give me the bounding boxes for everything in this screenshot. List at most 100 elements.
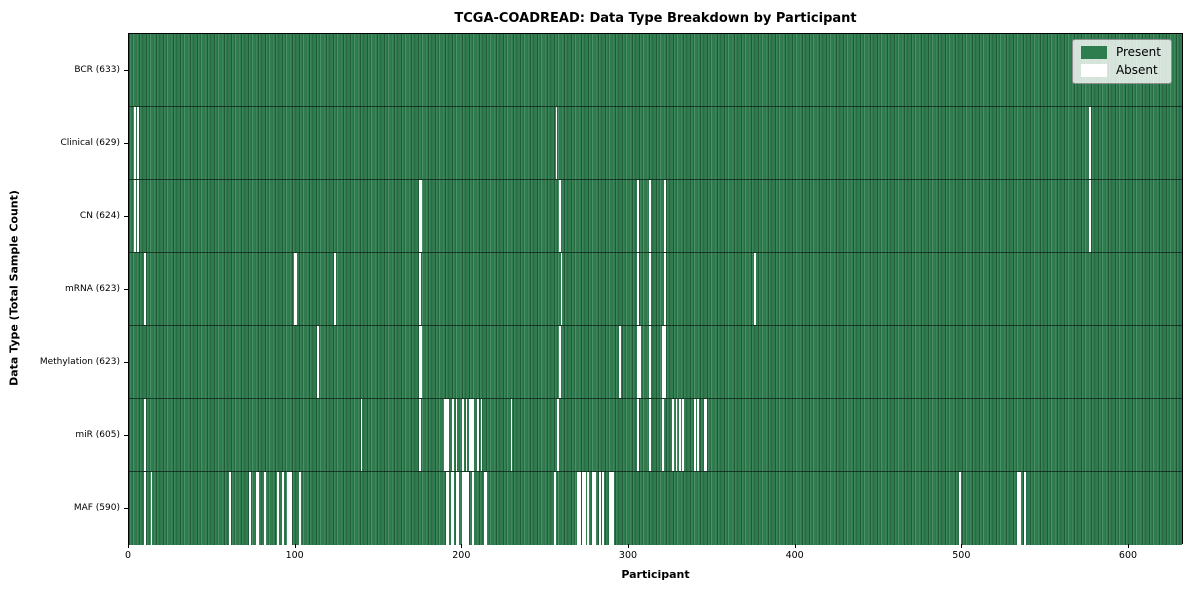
absent-mark	[480, 399, 483, 471]
absent-mark	[419, 326, 421, 398]
absent-mark	[419, 253, 421, 325]
absent-mark	[697, 399, 700, 471]
absent-mark	[447, 399, 450, 471]
absent-mark	[447, 472, 450, 545]
absent-mark	[472, 472, 475, 545]
absent-mark	[472, 399, 475, 471]
absent-mark	[317, 326, 320, 398]
x-tick-mark	[1128, 544, 1129, 548]
absent-mark	[1089, 180, 1091, 252]
absent-mark	[445, 399, 448, 471]
absent-mark	[467, 472, 470, 545]
absent-mark	[444, 399, 446, 471]
absent-mark	[587, 472, 590, 545]
absent-mark	[455, 399, 458, 471]
absent-mark	[582, 472, 585, 545]
absent-mark	[477, 399, 480, 471]
absent-mark	[612, 472, 615, 545]
absent-mark	[649, 399, 651, 471]
absent-mark	[334, 253, 336, 325]
absent-mark	[555, 107, 558, 179]
y-tick-mark	[124, 507, 128, 509]
absent-mark	[705, 399, 708, 471]
absent-mark	[694, 399, 696, 471]
absent-mark	[419, 180, 421, 252]
y-tick-mark	[124, 142, 128, 144]
y-tick-label-maf: MAF (590)	[73, 502, 120, 513]
x-tick-mark	[128, 544, 129, 548]
legend-entry-present: Present	[1080, 46, 1161, 59]
absent-mark	[134, 107, 136, 179]
absent-mark	[649, 326, 651, 398]
absent-mark	[664, 253, 666, 325]
x-tick-label-500: 500	[952, 550, 971, 561]
y-tick-mark	[124, 288, 128, 290]
y-tick-mark	[124, 69, 128, 71]
absent-mark	[1089, 107, 1091, 179]
absent-mark	[294, 253, 296, 325]
absent-mark	[754, 253, 756, 325]
absent-mark	[452, 472, 455, 545]
absent-mark	[257, 472, 260, 545]
absent-mark	[134, 180, 136, 252]
absent-mark	[592, 472, 595, 545]
absent-mark	[672, 399, 675, 471]
x-tick-label-200: 200	[452, 550, 471, 561]
heatmap-row-methylation	[129, 326, 1182, 399]
absent-mark	[559, 326, 561, 398]
x-tick-label-300: 300	[618, 550, 638, 561]
legend: Present Absent	[1071, 39, 1172, 84]
absent-mark	[420, 326, 423, 398]
absent-mark	[484, 472, 486, 545]
absent-mark	[682, 399, 685, 471]
y-tick-mark	[124, 215, 128, 217]
absent-mark	[662, 326, 665, 398]
legend-label-absent: Absent	[1115, 63, 1158, 77]
absent-mark	[639, 326, 641, 398]
absent-mark	[637, 253, 640, 325]
absent-mark	[445, 472, 448, 545]
absent-mark	[470, 399, 473, 471]
heatmap-row-mrna	[129, 253, 1182, 326]
absent-mark	[577, 472, 580, 545]
y-tick-label-mir: miR (605)	[75, 429, 120, 440]
absent-mark	[664, 326, 666, 398]
absent-swatch	[1080, 64, 1107, 77]
absent-mark	[465, 399, 468, 471]
y-tick-label-bcr: BCR (633)	[74, 64, 120, 75]
absent-mark	[137, 107, 140, 179]
heatmap-row-bcr	[129, 34, 1182, 107]
absent-mark	[420, 180, 423, 252]
absent-mark	[469, 399, 471, 471]
absent-mark	[609, 472, 611, 545]
chart-title: TCGA-COADREAD: Data Type Breakdown by Pa…	[454, 11, 857, 26]
absent-mark	[637, 399, 640, 471]
absent-mark	[450, 472, 453, 545]
absent-mark	[560, 253, 563, 325]
absent-mark	[959, 472, 961, 545]
absent-mark	[510, 399, 513, 471]
x-tick-mark	[961, 544, 963, 548]
absent-mark	[455, 472, 458, 545]
x-tick-mark	[461, 544, 463, 548]
x-tick-label-400: 400	[785, 550, 804, 561]
absent-mark	[150, 472, 153, 545]
absent-mark	[557, 399, 560, 471]
absent-mark	[704, 399, 706, 471]
absent-mark	[579, 472, 581, 545]
absent-mark	[594, 472, 596, 545]
absent-mark	[419, 399, 421, 471]
absent-mark	[295, 253, 298, 325]
absent-mark	[299, 472, 301, 545]
absent-mark	[464, 472, 466, 545]
x-tick-label-600: 600	[1118, 550, 1138, 561]
legend-entry-absent: Absent	[1080, 63, 1161, 77]
heatmap-row-mir	[129, 399, 1182, 472]
y-tick-mark	[124, 434, 128, 436]
absent-mark	[662, 399, 665, 471]
absent-mark	[559, 180, 561, 252]
absent-mark	[462, 399, 465, 471]
absent-mark	[144, 472, 146, 545]
heatmap-row-clinical	[129, 107, 1182, 180]
